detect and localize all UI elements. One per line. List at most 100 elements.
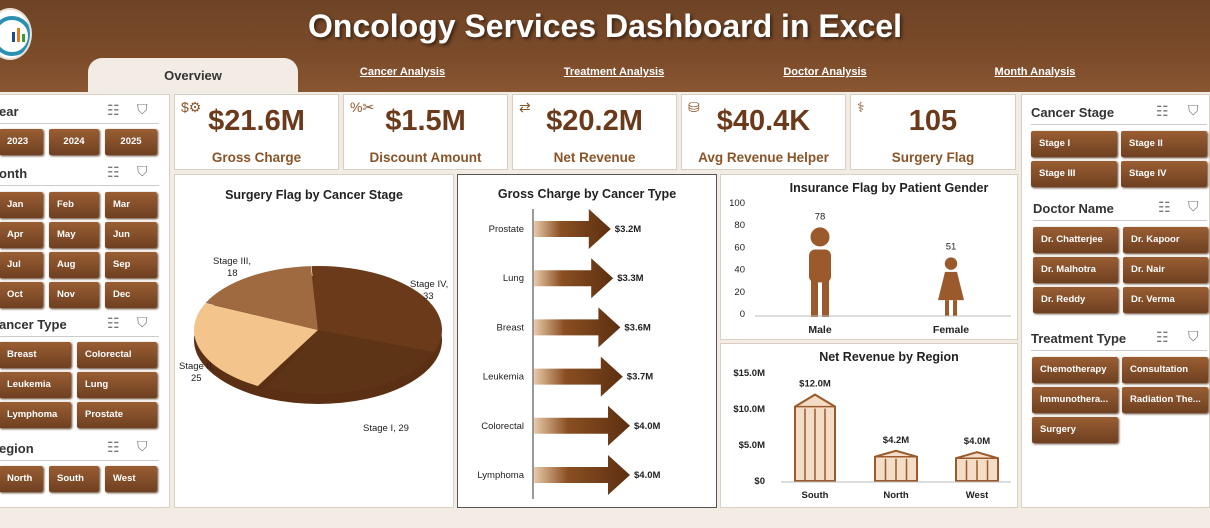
treatment-radiation-button[interactable]: Radiation The... xyxy=(1122,387,1208,413)
data-label: $4.0M xyxy=(964,436,990,447)
arrow-bar-colorectal xyxy=(534,405,630,446)
divider xyxy=(1033,220,1207,221)
kpi-label: Surgery Flag xyxy=(891,150,975,165)
kpi-value: 105 xyxy=(908,105,958,137)
region-north-button[interactable]: North xyxy=(0,466,43,492)
chart-insurance-by-gender: Insurance Flag by Patient Gender 100 80 60… xyxy=(720,174,1018,340)
chart-title: Insurance Flag by Patient Gender xyxy=(789,181,989,195)
year-2024-button[interactable]: 2024 xyxy=(49,129,99,155)
divider xyxy=(0,336,159,337)
region-south-button[interactable]: South xyxy=(49,466,99,492)
treatment-consultation-button[interactable]: Consultation xyxy=(1122,357,1208,383)
chart-title: Net Revenue by Region xyxy=(819,350,959,364)
category-label: Prostate xyxy=(489,224,524,235)
doctor-malhotra-button[interactable]: Dr. Malhotra xyxy=(1033,257,1118,283)
slicer-month-label: onth xyxy=(0,166,28,181)
stage-ii-button[interactable]: Stage II xyxy=(1121,131,1207,157)
multi-select-icon[interactable]: ☷ xyxy=(1158,199,1171,215)
month-nov-button[interactable]: Nov xyxy=(49,282,99,308)
data-label: 78 xyxy=(815,211,826,222)
data-label: $3.2M xyxy=(615,224,641,235)
pie-label-stage-ii: Stage II, xyxy=(179,361,215,372)
pie-value-stage-iv: 33 xyxy=(423,291,434,302)
multi-select-icon[interactable]: ☷ xyxy=(107,315,120,331)
revenue-icon: ⇄ xyxy=(519,99,531,115)
clear-filter-icon[interactable]: ⛉ xyxy=(137,163,148,179)
doctor-chatterjee-button[interactable]: Dr. Chatterjee xyxy=(1033,227,1118,253)
y-tick-label: $10.0M xyxy=(733,404,765,415)
stage-iv-button[interactable]: Stage IV xyxy=(1121,161,1207,187)
year-2025-button[interactable]: 2025 xyxy=(105,129,157,155)
kpi-gross-charge: $⚙ $21.6M Gross Charge xyxy=(174,94,339,170)
cancer-lung-button[interactable]: Lung xyxy=(77,372,157,398)
multi-select-icon[interactable]: ☷ xyxy=(1156,329,1169,345)
month-may-button[interactable]: May xyxy=(49,222,99,248)
slicer-doctor-label: Doctor Name xyxy=(1033,201,1114,216)
pie-slice-stage-i xyxy=(266,330,438,394)
cancer-colorectal-button[interactable]: Colorectal xyxy=(77,342,157,368)
clear-filter-icon[interactable]: ⛉ xyxy=(1188,328,1199,344)
slicer-cancer-type-label: ancer Type xyxy=(0,317,67,332)
stage-i-button[interactable]: Stage I xyxy=(1031,131,1117,157)
y-tick-label: $15.0M xyxy=(733,368,765,379)
cancer-leukemia-button[interactable]: Leukemia xyxy=(0,372,71,398)
month-apr-button[interactable]: Apr xyxy=(0,222,43,248)
data-label: $4.0M xyxy=(634,470,660,481)
y-tick-label: 60 xyxy=(734,242,745,253)
month-aug-button[interactable]: Aug xyxy=(49,252,99,278)
kpi-surgery-flag: ⚕ 105 Surgery Flag xyxy=(850,94,1016,170)
pencil-bar-west xyxy=(955,451,999,482)
clear-filter-icon[interactable]: ⛉ xyxy=(1188,198,1199,214)
cancer-breast-button[interactable]: Breast xyxy=(0,342,71,368)
doctor-reddy-button[interactable]: Dr. Reddy xyxy=(1033,287,1118,313)
treatment-surgery-button[interactable]: Surgery xyxy=(1032,417,1118,443)
clear-filter-icon[interactable]: ⛉ xyxy=(137,101,148,117)
pencil-bar-south xyxy=(794,393,836,482)
clear-filter-icon[interactable]: ⛉ xyxy=(1188,102,1199,118)
kpi-net-revenue: ⇄ $20.2M Net Revenue xyxy=(512,94,677,170)
tab-cancer-analysis[interactable]: Cancer Analysis xyxy=(359,66,446,78)
chart-net-revenue-by-region: Net Revenue by Region $15.0M $10.0M $5.0M $… xyxy=(720,343,1018,508)
clear-filter-icon[interactable]: ⛉ xyxy=(137,438,148,454)
y-tick-label: 20 xyxy=(734,287,745,298)
tab-doctor-analysis[interactable]: Doctor Analysis xyxy=(783,66,867,78)
clear-filter-icon[interactable]: ⛉ xyxy=(137,314,148,330)
month-jul-button[interactable]: Jul xyxy=(0,252,43,278)
cancer-prostate-button[interactable]: Prostate xyxy=(77,402,157,428)
doctor-kapoor-button[interactable]: Dr. Kapoor xyxy=(1123,227,1208,253)
multi-select-icon[interactable]: ☷ xyxy=(107,102,120,118)
pie-value-stage-iii: 18 xyxy=(227,268,238,279)
tab-month-analysis[interactable]: Month Analysis xyxy=(994,66,1076,78)
kpi-discount-amount: %✂ $1.5M Discount Amount xyxy=(343,94,508,170)
month-dec-button[interactable]: Dec xyxy=(105,282,157,308)
tab-overview[interactable]: Overview xyxy=(88,58,298,92)
male-figure-icon xyxy=(809,227,831,317)
pie-slice-stage-ii xyxy=(193,303,318,386)
month-oct-button[interactable]: Oct xyxy=(0,282,43,308)
chart-title: Surgery Flag by Cancer Stage xyxy=(225,188,403,202)
discount-icon: %✂ xyxy=(350,99,375,115)
treatment-chemotherapy-button[interactable]: Chemotherapy xyxy=(1032,357,1118,383)
category-label: Lung xyxy=(503,273,524,284)
pencil-bar-north xyxy=(874,449,918,482)
multi-select-icon[interactable]: ☷ xyxy=(107,164,120,180)
month-jun-button[interactable]: Jun xyxy=(105,222,157,248)
doctor-verma-button[interactable]: Dr. Verma xyxy=(1123,287,1208,313)
month-jan-button[interactable]: Jan xyxy=(0,192,43,218)
stage-iii-button[interactable]: Stage III xyxy=(1031,161,1117,187)
month-mar-button[interactable]: Mar xyxy=(105,192,157,218)
year-2023-button[interactable]: 2023 xyxy=(0,129,43,155)
tab-treatment-analysis[interactable]: Treatment Analysis xyxy=(563,66,665,78)
divider xyxy=(0,460,159,461)
multi-select-icon[interactable]: ☷ xyxy=(107,439,120,455)
slicer-region-label: egion xyxy=(0,441,34,456)
multi-select-icon[interactable]: ☷ xyxy=(1156,103,1169,119)
pie-label-stage-iv: Stage IV, xyxy=(410,279,449,290)
doctor-nair-button[interactable]: Dr. Nair xyxy=(1123,257,1208,283)
cancer-lymphoma-button[interactable]: Lymphoma xyxy=(0,402,71,428)
treatment-immunotherapy-button[interactable]: Immunothera... xyxy=(1032,387,1118,413)
kpi-value: $40.4K xyxy=(716,105,811,137)
month-sep-button[interactable]: Sep xyxy=(105,252,157,278)
region-west-button[interactable]: West xyxy=(105,466,157,492)
month-feb-button[interactable]: Feb xyxy=(49,192,99,218)
